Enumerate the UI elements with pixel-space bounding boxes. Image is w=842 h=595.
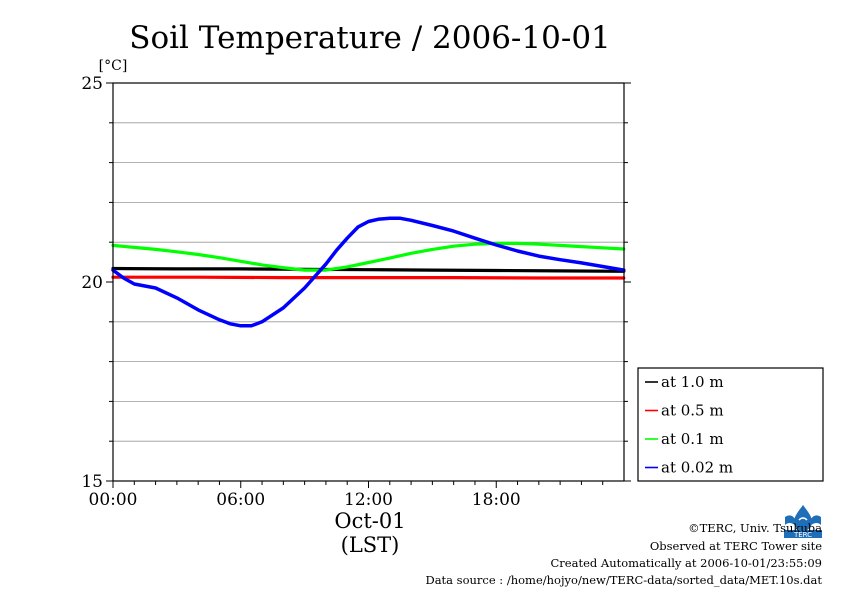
logo-text: TERC <box>793 531 812 539</box>
x-tick-label: 18:00 <box>472 490 521 510</box>
footer-source: Data source : /home/hojyo/new/TERC-data/… <box>425 573 822 587</box>
terc-logo: TERC <box>783 503 823 539</box>
y-tick-label: 25 <box>81 74 103 94</box>
footer-observed: Observed at TERC Tower site <box>649 539 822 553</box>
footer-created: Created Automatically at 2006-10-01/23:5… <box>550 556 823 570</box>
x-tick-label: 06:00 <box>216 490 265 510</box>
x-axis-label: (LST) <box>341 533 400 557</box>
x-tick-label: 00:00 <box>89 490 138 510</box>
x-tick-label: 12:00 <box>344 490 393 510</box>
legend-label-2: at 0.1 m <box>661 430 724 448</box>
legend: at 1.0 m at 0.5 m at 0.1 m at 0.02 m <box>637 367 824 482</box>
series-group <box>111 216 626 328</box>
series-line-2 <box>111 241 626 272</box>
y-axis-unit: [°C] <box>99 58 128 74</box>
legend-label-0: at 1.0 m <box>661 373 724 391</box>
grid <box>113 122 624 442</box>
series-line-1 <box>111 275 626 280</box>
y-tick-label: 20 <box>81 273 103 293</box>
series-line-0 <box>111 266 626 273</box>
series-line-3 <box>111 216 626 328</box>
legend-box <box>637 367 824 482</box>
plot-frame <box>112 82 625 482</box>
chart-title: Soil Temperature / 2006-10-01 <box>129 20 611 56</box>
x-axis-date-label: Oct-01 <box>334 509 405 533</box>
axis-ticks: 15 20 25 00:00 06:00 12:00 18:00 <box>81 74 631 510</box>
legend-label-1: at 0.5 m <box>661 402 724 420</box>
y-tick-label: 15 <box>81 472 103 492</box>
legend-label-3: at 0.02 m <box>661 459 733 477</box>
footer-copyright: ©TERC, Univ. Tsukuba <box>688 521 822 535</box>
